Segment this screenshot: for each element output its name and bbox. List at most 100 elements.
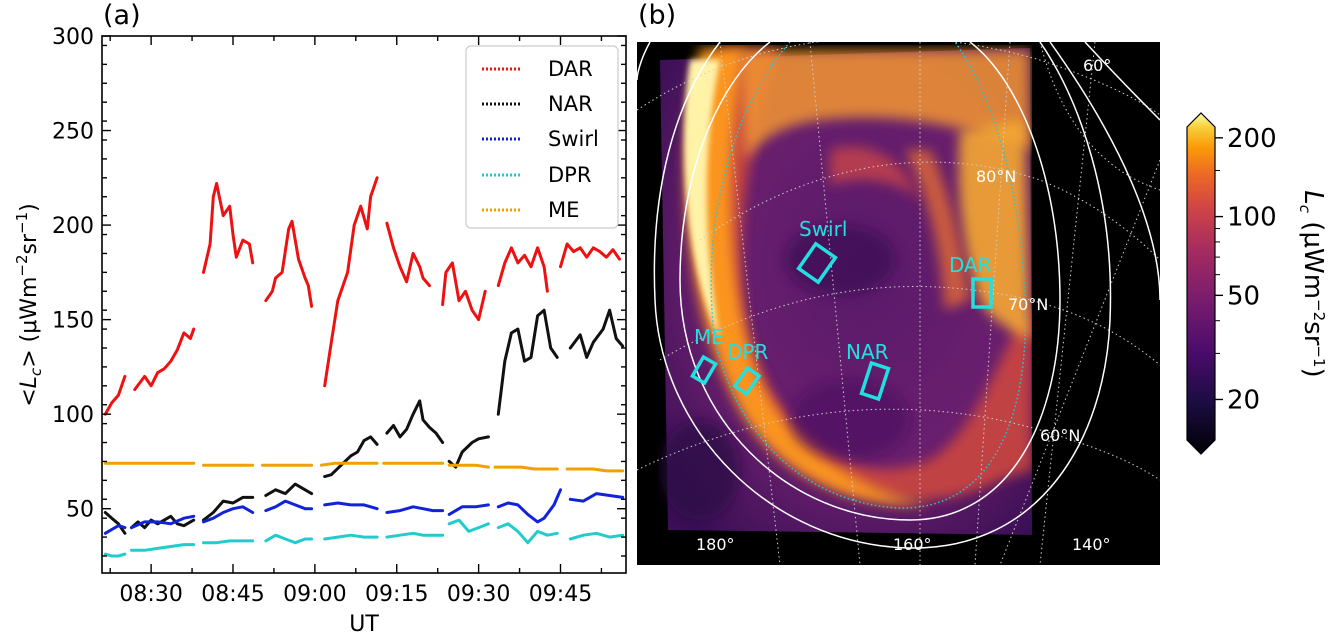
series-dpr-segment-4 (323, 533, 379, 541)
x-tick-label: 09:00 (283, 582, 346, 607)
poleward-arc (740, 50, 1030, 160)
grid-label-80n: 80°N (976, 167, 1016, 186)
x-tick-label: 09:30 (447, 582, 510, 607)
dawn-streak (905, 150, 970, 310)
grid-label-70n: 70°N (1008, 295, 1048, 314)
y-tick-label: 300 (52, 25, 94, 50)
region-box-me (690, 354, 718, 386)
series-dpr-segment-5 (385, 531, 445, 539)
series-swirl-segment-2 (202, 505, 255, 524)
colorbar-tick-label: 200 (1227, 124, 1277, 154)
dark-patch-3 (660, 420, 740, 520)
legend-box (465, 45, 619, 229)
series-dpr-segment-0 (103, 552, 127, 558)
region-box-dar (971, 277, 993, 309)
y-tick-label: 200 (52, 214, 94, 239)
dark-patch-2 (790, 380, 910, 460)
series-swirl-segment-7 (496, 488, 562, 524)
region-label-dar: DAR (949, 253, 992, 277)
legend-label-nar: NAR (548, 92, 593, 116)
panel-a: (a) 08:30 08:45 09:00 09:15 09:30 09:45 50 100 1… (13, 0, 627, 636)
panel-a-plot-area (103, 176, 625, 558)
colorbar-ticks: 20 50 100 200 (1215, 124, 1277, 415)
colorbar-body (1186, 112, 1216, 455)
x-tick-label: 08:45 (201, 582, 264, 607)
grid-label-160: 160° (893, 535, 932, 554)
y-tick-label: 150 (52, 309, 94, 334)
colorbar-label: Lc (μWm−2sr−1) (1296, 190, 1328, 377)
series-me-segment-6 (493, 465, 559, 471)
legend-label-swirl: Swirl (548, 127, 599, 151)
grid-label-60deg: 60° (1083, 56, 1111, 75)
y-tick-label: 50 (66, 498, 94, 523)
series-nar-segment-6 (447, 435, 490, 469)
series-swirl-segment-6 (447, 503, 490, 516)
series-nar-segment-3 (264, 482, 314, 497)
legend-label-dar: DAR (548, 57, 593, 81)
series-dar-segment-0 (103, 374, 127, 416)
map-image: 60° 80°N 70°N 60°N 180° 160° 140° Swirl … (637, 42, 1160, 565)
region-box-dpr (732, 365, 762, 397)
region-label-swirl: Swirl (799, 217, 847, 241)
y-tick-label: 100 (52, 403, 94, 428)
x-tick-label: 08:30 (119, 582, 182, 607)
series-swirl-segment-5 (385, 505, 445, 514)
series-dar-segment-5 (385, 221, 431, 288)
region-box-swirl (796, 241, 838, 285)
panel-b-label: (b) (638, 0, 676, 31)
grid-label-180: 180° (696, 535, 735, 554)
series-dar-segment-6 (441, 261, 487, 322)
series-me-segment-5 (447, 463, 490, 469)
region-label-nar: NAR (846, 340, 889, 364)
series-dpr-segment-8 (568, 531, 625, 541)
y-axis-label: <Lc> (μWm−2sr−1) (13, 203, 45, 407)
region-box-nar (859, 360, 891, 402)
series-dar-segment-1 (133, 327, 196, 392)
colorbar-tick-label: 20 (1227, 385, 1260, 415)
colorbar: 20 50 100 200 Lc (μWm−2sr−1) (1186, 112, 1328, 455)
series-nar-segment-5 (385, 399, 445, 444)
series-swirl-segment-0 (103, 524, 127, 535)
series-me-segment-7 (565, 467, 625, 473)
panel-b: (b) (637, 0, 1328, 565)
grid-label-140: 140° (1072, 535, 1111, 554)
cyan-boundary (710, 42, 1027, 509)
series-nar-segment-4 (323, 435, 379, 479)
series-nar-segment-8 (568, 308, 625, 359)
series-nar-segment-2 (202, 495, 255, 522)
legend-label-dpr: DPR (548, 163, 591, 187)
legend: DAR NAR Swirl DPR ME (465, 45, 619, 229)
series-dpr-segment-2 (202, 539, 255, 545)
series-me-segment-3 (319, 461, 379, 467)
series-dar-segment-7 (496, 246, 549, 293)
series-dpr-segment-7 (496, 522, 559, 545)
series-swirl-segment-3 (264, 499, 314, 513)
grid-label-60n: 60°N (1040, 426, 1080, 445)
region-label-dpr: DPR (727, 340, 768, 364)
panel-a-label: (a) (103, 0, 141, 31)
inner-arc (830, 146, 920, 200)
dawn-arc (958, 120, 1030, 340)
series-dar-segment-4 (323, 176, 379, 388)
series-dar-segment-3 (264, 219, 314, 308)
colorbar-tick-label: 50 (1227, 281, 1260, 311)
panel-a-axes: 08:30 08:45 09:00 09:15 09:30 09:45 50 100 150 20… (52, 25, 626, 607)
series-dpr-segment-3 (264, 533, 314, 545)
x-tick-label: 09:45 (529, 582, 592, 607)
series-nar-segment-7 (496, 308, 559, 416)
oval-boundaries (637, 42, 1160, 549)
colorbar-tick-label: 100 (1227, 203, 1277, 233)
series-swirl-segment-4 (323, 501, 379, 511)
series-nar-segment-0 (103, 511, 127, 535)
series-dar-segment-8 (559, 242, 621, 269)
y-tick-label: 250 (52, 120, 94, 145)
series-swirl-segment-1 (130, 514, 196, 530)
series-dpr-segment-6 (447, 518, 490, 533)
region-label-me: ME (694, 325, 724, 349)
panel-a-frame (101, 35, 627, 574)
regions (690, 241, 993, 402)
series-swirl-segment-8 (568, 492, 625, 503)
series-dar-segment-2 (202, 182, 255, 274)
x-tick-label: 09:15 (365, 582, 428, 607)
